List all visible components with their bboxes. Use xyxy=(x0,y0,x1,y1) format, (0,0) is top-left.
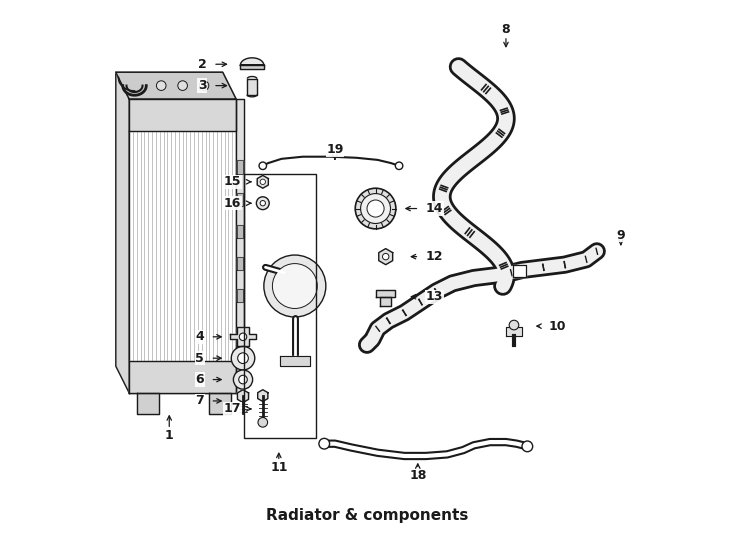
Polygon shape xyxy=(116,72,236,99)
Text: Radiator & components: Radiator & components xyxy=(266,508,468,523)
Text: 2: 2 xyxy=(198,58,207,71)
Polygon shape xyxy=(240,65,264,69)
Text: 17: 17 xyxy=(224,402,241,415)
Polygon shape xyxy=(506,327,522,336)
Polygon shape xyxy=(237,192,243,206)
Polygon shape xyxy=(209,393,230,414)
Bar xyxy=(244,174,316,438)
Polygon shape xyxy=(513,265,526,278)
Circle shape xyxy=(319,438,330,449)
Text: 5: 5 xyxy=(195,352,204,365)
Polygon shape xyxy=(237,225,243,238)
Polygon shape xyxy=(129,361,236,393)
Text: 10: 10 xyxy=(549,320,566,333)
Polygon shape xyxy=(116,72,236,99)
Text: 3: 3 xyxy=(198,79,207,92)
Circle shape xyxy=(260,200,266,206)
Polygon shape xyxy=(137,393,159,414)
Polygon shape xyxy=(238,390,249,402)
Text: 16: 16 xyxy=(224,197,241,210)
Polygon shape xyxy=(247,79,257,94)
Text: 19: 19 xyxy=(326,143,344,156)
Polygon shape xyxy=(236,99,244,393)
Circle shape xyxy=(178,81,187,90)
Circle shape xyxy=(382,253,389,260)
Circle shape xyxy=(239,375,247,384)
Polygon shape xyxy=(280,355,310,366)
Polygon shape xyxy=(129,99,236,393)
Text: 18: 18 xyxy=(409,469,426,482)
Polygon shape xyxy=(376,290,396,296)
Text: 8: 8 xyxy=(501,23,510,36)
Text: 12: 12 xyxy=(426,250,443,263)
Circle shape xyxy=(260,179,266,185)
Text: 4: 4 xyxy=(195,330,204,343)
Polygon shape xyxy=(230,327,256,347)
Circle shape xyxy=(264,255,326,317)
Circle shape xyxy=(509,320,519,330)
Circle shape xyxy=(355,188,396,229)
Circle shape xyxy=(231,347,255,370)
Text: 15: 15 xyxy=(224,176,241,188)
Polygon shape xyxy=(237,256,243,270)
Circle shape xyxy=(238,353,248,363)
Text: 1: 1 xyxy=(165,429,174,442)
Polygon shape xyxy=(237,289,243,302)
Polygon shape xyxy=(380,296,391,306)
Circle shape xyxy=(367,200,384,217)
Text: 14: 14 xyxy=(426,202,443,215)
Text: 7: 7 xyxy=(195,394,204,408)
Circle shape xyxy=(199,81,208,90)
Circle shape xyxy=(156,81,166,90)
Text: 13: 13 xyxy=(426,290,443,303)
Circle shape xyxy=(259,162,266,170)
Circle shape xyxy=(396,162,403,170)
Text: 9: 9 xyxy=(617,229,625,242)
Circle shape xyxy=(256,197,269,210)
Circle shape xyxy=(239,333,247,341)
Polygon shape xyxy=(116,72,129,393)
Circle shape xyxy=(233,370,252,389)
Polygon shape xyxy=(258,390,268,401)
Polygon shape xyxy=(257,176,269,188)
Circle shape xyxy=(360,193,390,224)
Circle shape xyxy=(272,264,317,308)
Text: 6: 6 xyxy=(195,373,204,386)
Circle shape xyxy=(522,441,533,452)
Polygon shape xyxy=(240,58,264,65)
Polygon shape xyxy=(237,160,243,174)
Polygon shape xyxy=(379,248,393,265)
Polygon shape xyxy=(129,99,236,131)
Circle shape xyxy=(258,417,268,427)
Text: 11: 11 xyxy=(270,461,288,474)
